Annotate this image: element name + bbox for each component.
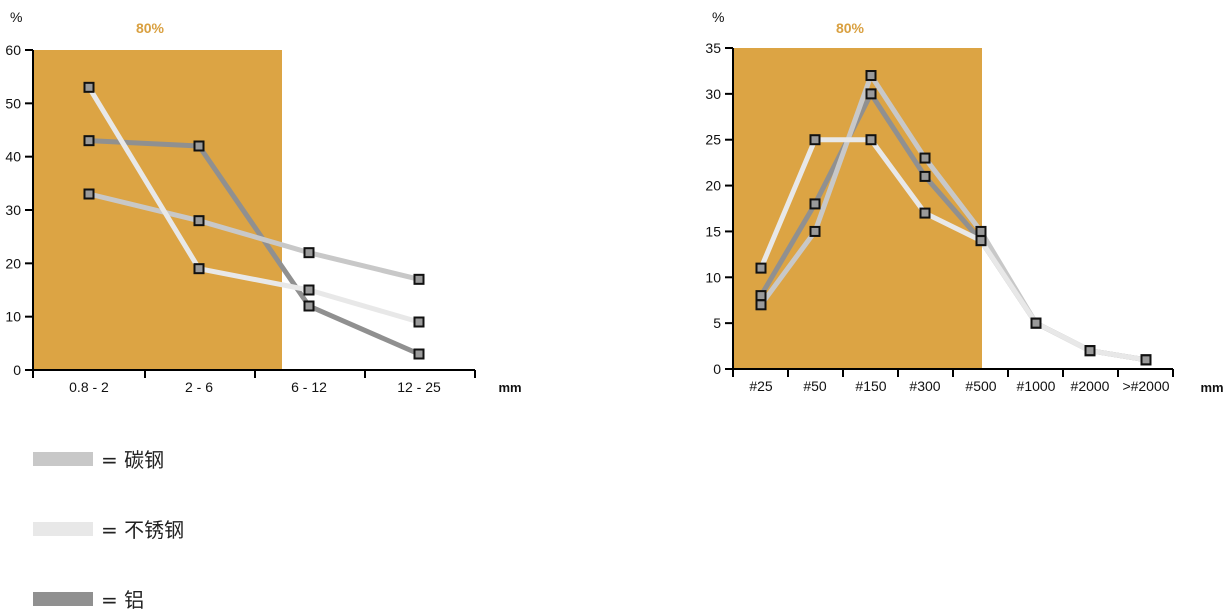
y-tick-label: 0 <box>713 361 721 377</box>
data-point-marker <box>865 88 877 100</box>
data-point-marker <box>83 188 95 200</box>
legend-item-carbon-steel: = 碳钢 <box>33 444 164 473</box>
zone-label: 80% <box>136 20 165 36</box>
data-point-marker <box>809 225 821 237</box>
legend-swatch <box>33 521 93 536</box>
data-point-marker <box>919 207 931 219</box>
y-tick-label: 5 <box>713 315 721 331</box>
x-tick-label: 12 - 25 <box>397 379 441 395</box>
y-tick-label: 25 <box>705 132 721 148</box>
y-axis-unit: % <box>10 9 22 25</box>
data-point-marker <box>193 215 205 227</box>
data-point-marker <box>809 134 821 146</box>
x-axis-unit: mm <box>1200 380 1223 395</box>
data-point-marker <box>1084 345 1096 357</box>
x-tick-label: #150 <box>855 378 886 394</box>
x-tick-label: #1000 <box>1017 378 1056 394</box>
y-tick-label: 10 <box>705 269 721 285</box>
data-point-marker <box>975 225 987 237</box>
y-tick-label: 35 <box>705 40 721 56</box>
data-point-marker <box>83 135 95 147</box>
y-tick-label: 15 <box>705 223 721 239</box>
y-tick-label: 20 <box>5 255 21 271</box>
data-point-marker <box>193 140 205 152</box>
legend-label: = 碳钢 <box>101 448 165 472</box>
data-point-marker <box>755 290 767 302</box>
series-line-2 <box>86 138 422 357</box>
series-line-0 <box>86 191 422 282</box>
y-tick-label: 0 <box>13 362 21 378</box>
data-point-marker <box>303 284 315 296</box>
series-line-1 <box>758 137 1149 363</box>
x-tick-label: >#2000 <box>1122 378 1169 394</box>
data-point-marker <box>975 235 987 247</box>
data-point-marker <box>303 300 315 312</box>
particle-size-chart: 80%% 0 10 20 30 40 50 60 0.8 - 2 2 - 6 6 - 12 12 - … <box>5 9 521 395</box>
x-tick-label: #25 <box>749 378 773 394</box>
legend-label: = 铝 <box>101 588 145 612</box>
y-tick-label: 60 <box>5 42 21 58</box>
x-tick-label: #300 <box>909 378 940 394</box>
data-point-marker <box>193 263 205 275</box>
x-tick-label: #50 <box>803 378 827 394</box>
data-point-marker <box>865 134 877 146</box>
legend-label: = 不锈钢 <box>101 518 185 542</box>
y-tick-label: 20 <box>705 178 721 194</box>
data-point-marker <box>1030 317 1042 329</box>
series-line-1 <box>86 84 422 325</box>
data-point-marker <box>809 198 821 210</box>
legend-swatch <box>33 591 93 606</box>
zone-label: 80% <box>836 20 865 36</box>
y-tick-label: 10 <box>5 309 21 325</box>
legend-item-aluminum: = 铝 <box>33 584 144 613</box>
x-tick-label: #2000 <box>1071 378 1110 394</box>
legend-swatch <box>33 451 93 466</box>
x-axis-unit: mm <box>498 380 521 395</box>
data-point-marker <box>755 262 767 274</box>
data-point-marker <box>1140 354 1152 366</box>
y-tick-label: 30 <box>5 202 21 218</box>
x-tick-label: #500 <box>965 378 996 394</box>
highlight-zone <box>733 48 982 369</box>
data-point-marker <box>755 299 767 311</box>
y-tick-label: 30 <box>705 86 721 102</box>
data-point-marker <box>919 170 931 182</box>
data-point-marker <box>83 81 95 93</box>
x-tick-label: 0.8 - 2 <box>69 379 109 395</box>
data-point-marker <box>865 70 877 82</box>
y-axis-unit: % <box>712 9 724 25</box>
x-tick-label: 6 - 12 <box>291 379 327 395</box>
mesh-size-chart: 80%% 0 5 10 15 20 25 30 35 #25 #50 #150 #300 #500 #100… <box>705 9 1223 395</box>
data-point-marker <box>413 316 425 328</box>
y-tick-label: 40 <box>5 149 21 165</box>
data-point-marker <box>413 348 425 360</box>
data-point-marker <box>413 273 425 285</box>
y-tick-label: 50 <box>5 95 21 111</box>
data-point-marker <box>303 247 315 259</box>
x-tick-label: 2 - 6 <box>185 379 213 395</box>
legend-item-stainless-steel: = 不锈钢 <box>33 514 184 543</box>
data-point-marker <box>919 152 931 164</box>
